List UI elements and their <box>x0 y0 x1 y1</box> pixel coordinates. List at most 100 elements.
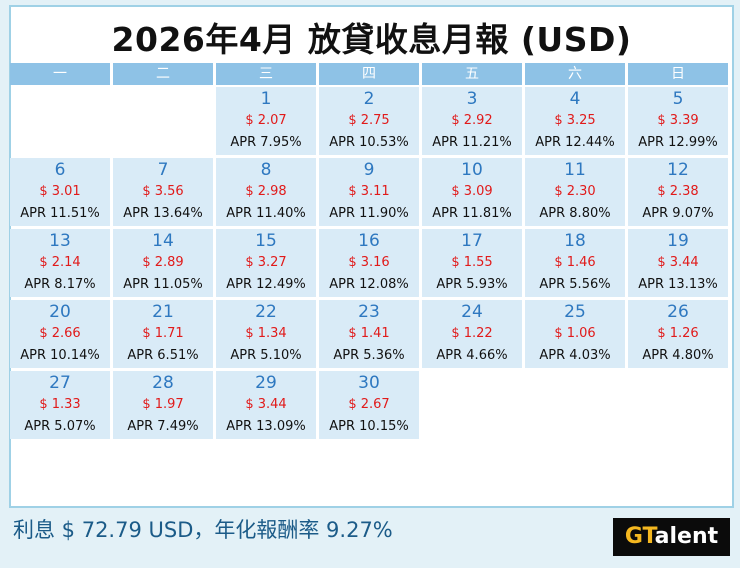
weekday-sun: 日 <box>628 63 728 85</box>
day-cell: 8 $ 2.98 APR 11.40% <box>216 158 316 226</box>
day-cell: 19 $ 3.44 APR 13.13% <box>628 229 728 297</box>
apr-value: APR 10.15% <box>329 419 409 434</box>
day-cell: 20 $ 2.66 APR 10.14% <box>10 300 110 368</box>
interest-amount: $ 3.44 <box>245 397 287 412</box>
interest-amount: $ 1.41 <box>348 326 390 341</box>
interest-amount: $ 2.75 <box>348 113 390 128</box>
interest-amount: $ 3.44 <box>657 255 699 270</box>
day-cell: 1 $ 2.07 APR 7.95% <box>216 87 316 155</box>
day-number: 6 <box>54 160 66 180</box>
day-number: 4 <box>569 89 581 109</box>
interest-amount: $ 2.38 <box>657 184 699 199</box>
day-number: 29 <box>255 373 277 393</box>
day-cell: 11 $ 2.30 APR 8.80% <box>525 158 625 226</box>
day-cell: 14 $ 2.89 APR 11.05% <box>113 229 213 297</box>
day-number: 13 <box>49 231 71 251</box>
day-number: 27 <box>49 373 71 393</box>
apr-value: APR 12.99% <box>638 135 718 150</box>
apr-value: APR 10.14% <box>20 348 100 363</box>
day-cell: 5 $ 3.39 APR 12.99% <box>628 87 728 155</box>
day-number: 19 <box>667 231 689 251</box>
apr-value: APR 11.40% <box>226 206 306 221</box>
interest-amount: $ 3.27 <box>245 255 287 270</box>
apr-value: APR 12.08% <box>329 277 409 292</box>
weekday-sat: 六 <box>525 63 625 85</box>
report-title: 2026年4月 放貸收息月報 (USD) <box>111 20 632 59</box>
day-cell: 30 $ 2.67 APR 10.15% <box>319 371 419 439</box>
apr-value: APR 12.44% <box>535 135 615 150</box>
apr-value: APR 8.80% <box>539 206 611 221</box>
weekday-header: 一 二 三 四 五 六 日 <box>10 63 733 85</box>
day-number: 26 <box>667 302 689 322</box>
interest-amount: $ 1.34 <box>245 326 287 341</box>
day-number: 20 <box>49 302 71 322</box>
apr-value: APR 13.13% <box>638 277 718 292</box>
apr-value: APR 4.03% <box>539 348 611 363</box>
weekday-mon: 一 <box>10 63 110 85</box>
day-number: 18 <box>564 231 586 251</box>
weekday-thu: 四 <box>319 63 419 85</box>
interest-amount: $ 3.11 <box>348 184 390 199</box>
weekday-tue: 二 <box>113 63 213 85</box>
apr-value: APR 10.53% <box>329 135 409 150</box>
interest-amount: $ 2.92 <box>451 113 493 128</box>
day-number: 17 <box>461 231 483 251</box>
interest-amount: $ 2.07 <box>245 113 287 128</box>
day-number: 14 <box>152 231 174 251</box>
interest-amount: $ 3.09 <box>451 184 493 199</box>
day-cell: 2 $ 2.75 APR 10.53% <box>319 87 419 155</box>
apr-value: APR 11.51% <box>20 206 100 221</box>
day-number: 21 <box>152 302 174 322</box>
interest-amount: $ 3.01 <box>39 184 81 199</box>
gtalent-logo: GTalent <box>613 518 730 556</box>
day-cell: 24 $ 1.22 APR 4.66% <box>422 300 522 368</box>
day-number: 15 <box>255 231 277 251</box>
day-cell: 27 $ 1.33 APR 5.07% <box>10 371 110 439</box>
day-number: 1 <box>260 89 272 109</box>
day-cell: 10 $ 3.09 APR 11.81% <box>422 158 522 226</box>
interest-amount: $ 1.33 <box>39 397 81 412</box>
day-cell: 16 $ 3.16 APR 12.08% <box>319 229 419 297</box>
day-number: 22 <box>255 302 277 322</box>
interest-amount: $ 1.46 <box>554 255 596 270</box>
apr-value: APR 9.07% <box>642 206 714 221</box>
apr-value: APR 7.95% <box>230 135 302 150</box>
interest-amount: $ 1.97 <box>142 397 184 412</box>
calendar-grid: 1 $ 2.07 APR 7.95% 2 $ 2.75 APR 10.53% 3 $ 2.92… <box>10 87 733 442</box>
interest-amount: $ 1.06 <box>554 326 596 341</box>
day-cell: 7 $ 3.56 APR 13.64% <box>113 158 213 226</box>
day-number: 16 <box>358 231 380 251</box>
monthly-summary: 利息 $ 72.79 USD，年化報酬率 9.27% <box>13 518 393 542</box>
day-cell: 12 $ 2.38 APR 9.07% <box>628 158 728 226</box>
interest-amount: $ 1.71 <box>142 326 184 341</box>
weekday-fri: 五 <box>422 63 522 85</box>
interest-amount: $ 3.16 <box>348 255 390 270</box>
day-cell: 17 $ 1.55 APR 5.93% <box>422 229 522 297</box>
day-number: 10 <box>461 160 483 180</box>
apr-value: APR 5.07% <box>24 419 96 434</box>
day-number: 2 <box>363 89 375 109</box>
day-cell: 25 $ 1.06 APR 4.03% <box>525 300 625 368</box>
day-number: 7 <box>157 160 169 180</box>
apr-value: APR 5.36% <box>333 348 405 363</box>
day-cell: 26 $ 1.26 APR 4.80% <box>628 300 728 368</box>
interest-amount: $ 2.30 <box>554 184 596 199</box>
interest-amount: $ 2.14 <box>39 255 81 270</box>
day-number: 30 <box>358 373 380 393</box>
interest-amount: $ 3.39 <box>657 113 699 128</box>
day-cell: 28 $ 1.97 APR 7.49% <box>113 371 213 439</box>
day-number: 24 <box>461 302 483 322</box>
apr-value: APR 12.49% <box>226 277 306 292</box>
apr-value: APR 4.66% <box>436 348 508 363</box>
day-number: 9 <box>363 160 375 180</box>
day-cell: 3 $ 2.92 APR 11.21% <box>422 87 522 155</box>
apr-value: APR 5.56% <box>539 277 611 292</box>
day-cell: 15 $ 3.27 APR 12.49% <box>216 229 316 297</box>
apr-value: APR 13.09% <box>226 419 306 434</box>
day-number: 8 <box>260 160 272 180</box>
apr-value: APR 8.17% <box>24 277 96 292</box>
interest-amount: $ 1.22 <box>451 326 493 341</box>
interest-amount: $ 3.56 <box>142 184 184 199</box>
day-cell: 9 $ 3.11 APR 11.90% <box>319 158 419 226</box>
apr-value: APR 4.80% <box>642 348 714 363</box>
